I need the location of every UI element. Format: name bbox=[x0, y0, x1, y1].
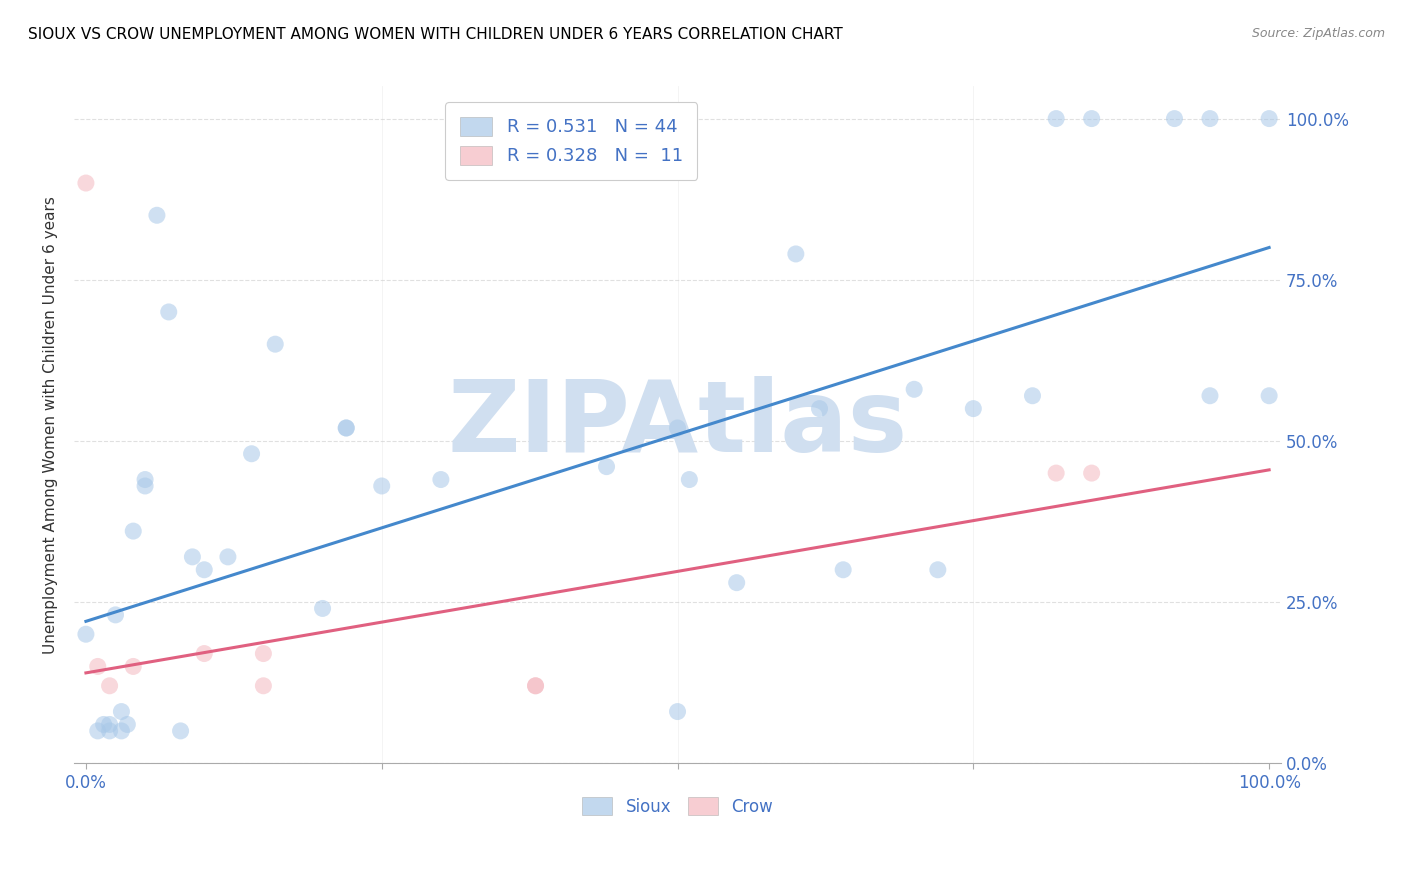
Point bbox=[1258, 112, 1281, 126]
Point bbox=[98, 723, 121, 738]
Point bbox=[104, 607, 127, 622]
Point bbox=[252, 679, 274, 693]
Point bbox=[962, 401, 984, 416]
Y-axis label: Unemployment Among Women with Children Under 6 years: Unemployment Among Women with Children U… bbox=[44, 196, 58, 654]
Point bbox=[903, 382, 925, 396]
Point bbox=[122, 524, 145, 538]
Point bbox=[98, 679, 121, 693]
Point bbox=[430, 473, 453, 487]
Point bbox=[110, 705, 132, 719]
Point bbox=[335, 421, 357, 435]
Point bbox=[193, 647, 215, 661]
Point bbox=[370, 479, 392, 493]
Point bbox=[335, 421, 357, 435]
Text: ZIPAtlas: ZIPAtlas bbox=[447, 376, 908, 474]
Point bbox=[264, 337, 287, 351]
Point bbox=[1163, 112, 1185, 126]
Point bbox=[1199, 112, 1222, 126]
Point bbox=[1045, 466, 1067, 480]
Point bbox=[1080, 112, 1102, 126]
Text: SIOUX VS CROW UNEMPLOYMENT AMONG WOMEN WITH CHILDREN UNDER 6 YEARS CORRELATION C: SIOUX VS CROW UNEMPLOYMENT AMONG WOMEN W… bbox=[28, 27, 842, 42]
Point bbox=[785, 247, 807, 261]
Point bbox=[252, 647, 274, 661]
Point bbox=[117, 717, 139, 731]
Point bbox=[311, 601, 333, 615]
Point bbox=[217, 549, 239, 564]
Point bbox=[98, 717, 121, 731]
Point bbox=[808, 401, 831, 416]
Legend: Sioux, Crow: Sioux, Crow bbox=[575, 790, 779, 822]
Point bbox=[832, 563, 855, 577]
Point bbox=[169, 723, 191, 738]
Point bbox=[678, 473, 700, 487]
Point bbox=[181, 549, 204, 564]
Point bbox=[93, 717, 115, 731]
Point bbox=[1199, 389, 1222, 403]
Point bbox=[1045, 112, 1067, 126]
Point bbox=[524, 679, 547, 693]
Point bbox=[1258, 389, 1281, 403]
Point bbox=[240, 447, 263, 461]
Point bbox=[110, 723, 132, 738]
Point bbox=[134, 479, 156, 493]
Point bbox=[146, 208, 169, 222]
Point bbox=[75, 176, 97, 190]
Point bbox=[75, 627, 97, 641]
Point bbox=[1021, 389, 1043, 403]
Point bbox=[524, 679, 547, 693]
Point bbox=[122, 659, 145, 673]
Point bbox=[134, 473, 156, 487]
Point bbox=[87, 723, 110, 738]
Point bbox=[193, 563, 215, 577]
Point bbox=[725, 575, 748, 590]
Point bbox=[87, 659, 110, 673]
Point bbox=[927, 563, 949, 577]
Point bbox=[595, 459, 617, 474]
Point bbox=[666, 421, 689, 435]
Text: Source: ZipAtlas.com: Source: ZipAtlas.com bbox=[1251, 27, 1385, 40]
Point bbox=[1080, 466, 1102, 480]
Point bbox=[157, 305, 180, 319]
Point bbox=[666, 705, 689, 719]
